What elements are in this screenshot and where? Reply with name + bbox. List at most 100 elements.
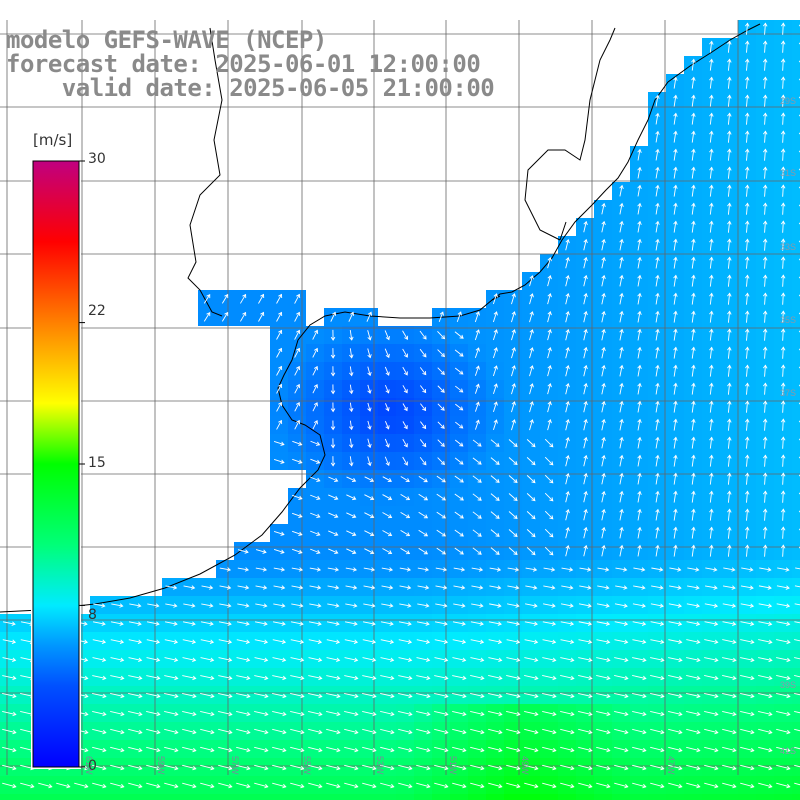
wind-arrow: [709, 436, 714, 449]
wind-arrow: [402, 421, 408, 430]
wind-arrow: [780, 184, 786, 197]
speed-cell: [612, 794, 630, 800]
wind-arrow: [344, 710, 359, 717]
wind-arrow: [762, 148, 768, 161]
wind-arrow: [454, 475, 464, 483]
wind-arrow: [745, 454, 750, 467]
wind-arrow: [762, 400, 768, 413]
wind-arrow: [419, 330, 427, 340]
wind-arrow: [780, 490, 786, 503]
wind-arrow: [364, 512, 375, 519]
wind-arrow: [780, 256, 786, 269]
wind-arrow: [472, 493, 482, 501]
wind-arrow: [776, 693, 791, 699]
wind-arrow: [673, 274, 678, 287]
wind-arrow: [454, 367, 464, 375]
colorbar-tick-22: 22: [88, 303, 106, 319]
wind-arrow: [165, 585, 178, 590]
wind-arrow: [524, 675, 539, 681]
wind-arrow: [362, 728, 377, 735]
wind-arrow: [619, 292, 624, 305]
wind-arrow: [740, 693, 755, 699]
wind-arrow: [758, 728, 773, 735]
wind-arrow: [650, 621, 665, 626]
wind-arrow: [614, 675, 629, 681]
wind-arrow: [146, 764, 161, 771]
wind-arrow: [146, 782, 161, 789]
wind-arrow: [583, 238, 588, 251]
wind-arrow: [655, 436, 660, 449]
wind-arrow: [417, 567, 430, 572]
wind-arrow: [221, 311, 229, 322]
wind-arrow: [740, 675, 755, 681]
wind-arrow: [614, 728, 629, 735]
wind-arrow: [399, 603, 412, 608]
wind-arrow: [434, 657, 449, 663]
wind-arrow: [470, 710, 485, 717]
wind-arrow: [794, 585, 800, 588]
wind-arrow: [709, 328, 714, 341]
wind-arrow: [601, 310, 606, 323]
wind-arrow: [345, 567, 358, 572]
speed-cell: [522, 794, 540, 800]
wind-arrow: [292, 512, 303, 518]
wind-arrow: [384, 366, 390, 376]
wind-arrow: [93, 603, 106, 608]
wind-arrow: [632, 675, 647, 681]
wind-arrow: [745, 526, 750, 539]
wind-arrow: [436, 493, 446, 501]
wind-arrow: [290, 782, 305, 789]
wind-arrow: [632, 746, 647, 753]
wind-arrow: [709, 400, 714, 413]
wind-arrow: [637, 238, 642, 251]
wind-arrow: [709, 418, 714, 431]
wind-arrow: [402, 403, 408, 412]
wind-arrow: [709, 184, 714, 197]
wind-arrow: [655, 508, 660, 521]
wind-arrow: [596, 621, 611, 626]
wind-arrow: [452, 621, 466, 626]
wind-arrow: [740, 621, 755, 626]
wind-arrow: [727, 418, 732, 431]
lon-label: 49W: [520, 756, 530, 775]
wind-arrow: [709, 94, 714, 107]
wind-arrow: [578, 675, 593, 681]
wind-arrow: [434, 728, 449, 735]
wind-arrow: [650, 782, 665, 789]
wind-arrow: [619, 490, 624, 503]
wind-arrow: [597, 567, 610, 572]
wind-arrow: [565, 364, 570, 377]
wind-arrow: [650, 764, 665, 771]
wind-arrow: [583, 256, 588, 269]
wind-arrow: [276, 419, 283, 430]
wind-arrow: [110, 746, 125, 753]
wind-arrow: [128, 728, 143, 735]
wind-arrow: [637, 544, 642, 557]
wind-arrow: [780, 328, 786, 341]
wind-arrow: [308, 657, 323, 663]
wind-arrow: [619, 238, 624, 251]
wind-arrow: [583, 382, 588, 395]
wind-arrow: [780, 202, 786, 215]
wind-arrow: [419, 367, 427, 376]
speed-cell: [216, 794, 234, 800]
wind-arrow: [794, 746, 800, 750]
wind-arrow: [128, 675, 143, 681]
wind-arrow: [294, 329, 301, 340]
wind-arrow: [398, 621, 412, 626]
wind-arrow: [673, 148, 678, 161]
wind-arrow: [474, 347, 480, 359]
wind-arrow: [435, 585, 448, 590]
wind-arrow: [547, 257, 552, 269]
wind-arrow: [326, 728, 341, 735]
wind-arrow: [382, 512, 393, 519]
wind-arrow: [565, 310, 570, 323]
wind-arrow: [272, 710, 287, 717]
wind-arrow: [524, 782, 539, 789]
wind-arrow: [776, 621, 791, 626]
wind-arrow: [542, 693, 557, 699]
wind-arrow: [668, 621, 683, 626]
speed-cell: [414, 794, 432, 800]
speed-cell: [792, 290, 800, 308]
wind-arrow: [578, 693, 593, 699]
